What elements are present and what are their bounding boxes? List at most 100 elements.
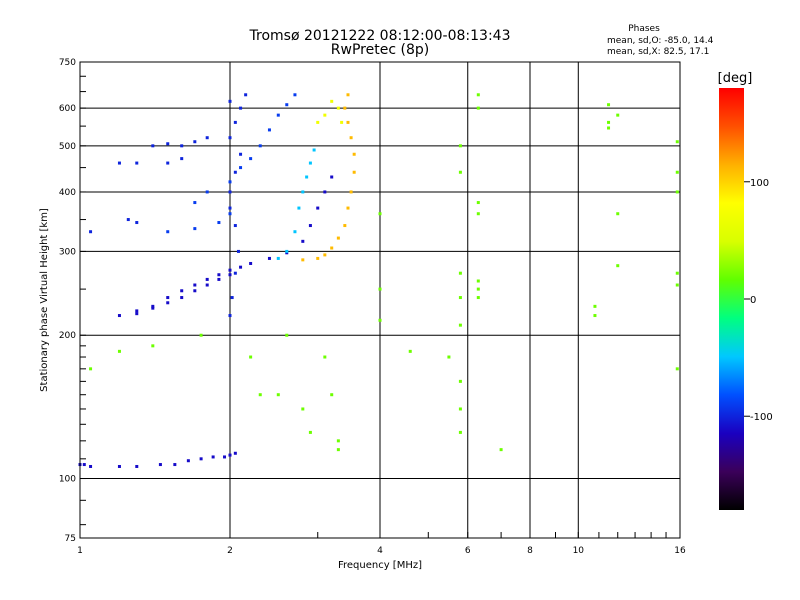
axis-ticks: 1 2 4 6 8 10 16 75 100 200 300 400 500 600 750 xyxy=(59,58,686,556)
stats-line-x: mean, sd,X: 82.5, 17.1 xyxy=(607,47,709,57)
data-point xyxy=(330,393,334,397)
colorbar-tick-label: 0 xyxy=(750,295,756,306)
data-point xyxy=(117,464,121,468)
data-point xyxy=(458,271,462,275)
colorbar-ticks: 100 0 -100 xyxy=(744,178,773,423)
data-point xyxy=(135,221,139,225)
data-point xyxy=(180,289,184,293)
data-point xyxy=(228,180,232,184)
data-point xyxy=(458,296,462,300)
data-point xyxy=(330,175,334,179)
data-point xyxy=(217,273,221,277)
data-point xyxy=(285,103,289,107)
data-point xyxy=(616,113,620,117)
data-point xyxy=(193,283,197,287)
chart-title: Tromsø 20121222 08:12:00-08:13:43 xyxy=(249,28,511,44)
x-axis-label: Frequency [MHz] xyxy=(338,560,422,571)
data-point xyxy=(211,455,215,459)
data-point xyxy=(258,144,262,148)
data-point xyxy=(267,256,271,260)
data-point xyxy=(308,224,312,228)
data-point xyxy=(228,314,232,318)
data-point xyxy=(593,304,597,308)
data-point xyxy=(607,103,611,107)
data-point xyxy=(476,212,480,216)
colorbar: [deg] 100 0 -100 xyxy=(718,71,773,510)
data-point xyxy=(180,157,184,161)
data-point xyxy=(199,333,203,337)
data-point xyxy=(476,93,480,97)
data-point xyxy=(346,120,350,124)
data-point xyxy=(675,271,679,275)
data-point xyxy=(352,170,356,174)
data-point xyxy=(343,224,347,228)
data-point xyxy=(135,309,139,313)
data-point xyxy=(305,175,309,179)
data-point xyxy=(166,301,170,305)
data-point xyxy=(352,152,356,156)
data-point xyxy=(228,273,232,277)
data-point xyxy=(458,323,462,327)
data-point xyxy=(166,161,170,165)
data-point xyxy=(378,318,382,322)
data-point xyxy=(276,256,280,260)
y-tick-label: 100 xyxy=(59,475,76,485)
data-point xyxy=(343,106,347,110)
data-point xyxy=(593,314,597,318)
data-point xyxy=(236,249,240,253)
data-points xyxy=(78,93,679,468)
chart-subtitle: RwPretec (8p) xyxy=(331,42,429,58)
data-point xyxy=(249,261,253,265)
data-point xyxy=(336,106,340,110)
data-point xyxy=(244,93,248,97)
data-point xyxy=(323,190,327,194)
data-point xyxy=(117,314,121,318)
data-point xyxy=(476,279,480,283)
colorbar-label: [deg] xyxy=(718,71,753,86)
data-point xyxy=(285,333,289,337)
data-point xyxy=(205,190,209,194)
data-point xyxy=(239,152,243,156)
data-point xyxy=(458,430,462,434)
data-point xyxy=(233,451,237,455)
data-point xyxy=(117,161,121,165)
data-point xyxy=(135,161,139,165)
colorbar-tick-label: -100 xyxy=(750,412,773,423)
data-point xyxy=(228,453,232,457)
data-point xyxy=(199,457,203,461)
data-point xyxy=(89,367,93,371)
x-tick-label: 2 xyxy=(227,546,233,556)
data-point xyxy=(293,230,297,234)
data-point xyxy=(166,230,170,234)
data-point xyxy=(308,161,312,165)
data-point xyxy=(233,224,237,228)
data-point xyxy=(217,221,221,225)
data-point xyxy=(135,312,139,316)
data-point xyxy=(249,157,253,161)
data-point xyxy=(675,140,679,144)
data-point xyxy=(82,463,86,467)
data-point xyxy=(675,283,679,287)
x-tick-label: 16 xyxy=(674,546,686,556)
data-point xyxy=(217,277,221,281)
y-tick-label: 300 xyxy=(59,247,76,257)
data-point xyxy=(166,296,170,300)
y-tick-label: 75 xyxy=(65,534,76,544)
data-point xyxy=(193,289,197,293)
plot-frame xyxy=(79,61,681,539)
data-point xyxy=(193,140,197,144)
data-point xyxy=(151,144,155,148)
data-point xyxy=(228,190,232,194)
data-point xyxy=(476,287,480,291)
data-point xyxy=(349,136,353,140)
data-point xyxy=(135,464,139,468)
data-point xyxy=(301,239,305,243)
y-axis-label: Stationary phase Virtual Height [km] xyxy=(39,208,50,392)
data-point xyxy=(336,236,340,240)
data-point xyxy=(499,448,503,452)
data-point xyxy=(151,306,155,310)
data-point xyxy=(230,296,234,300)
data-point xyxy=(158,463,162,467)
stats-title: Phases xyxy=(628,24,660,34)
